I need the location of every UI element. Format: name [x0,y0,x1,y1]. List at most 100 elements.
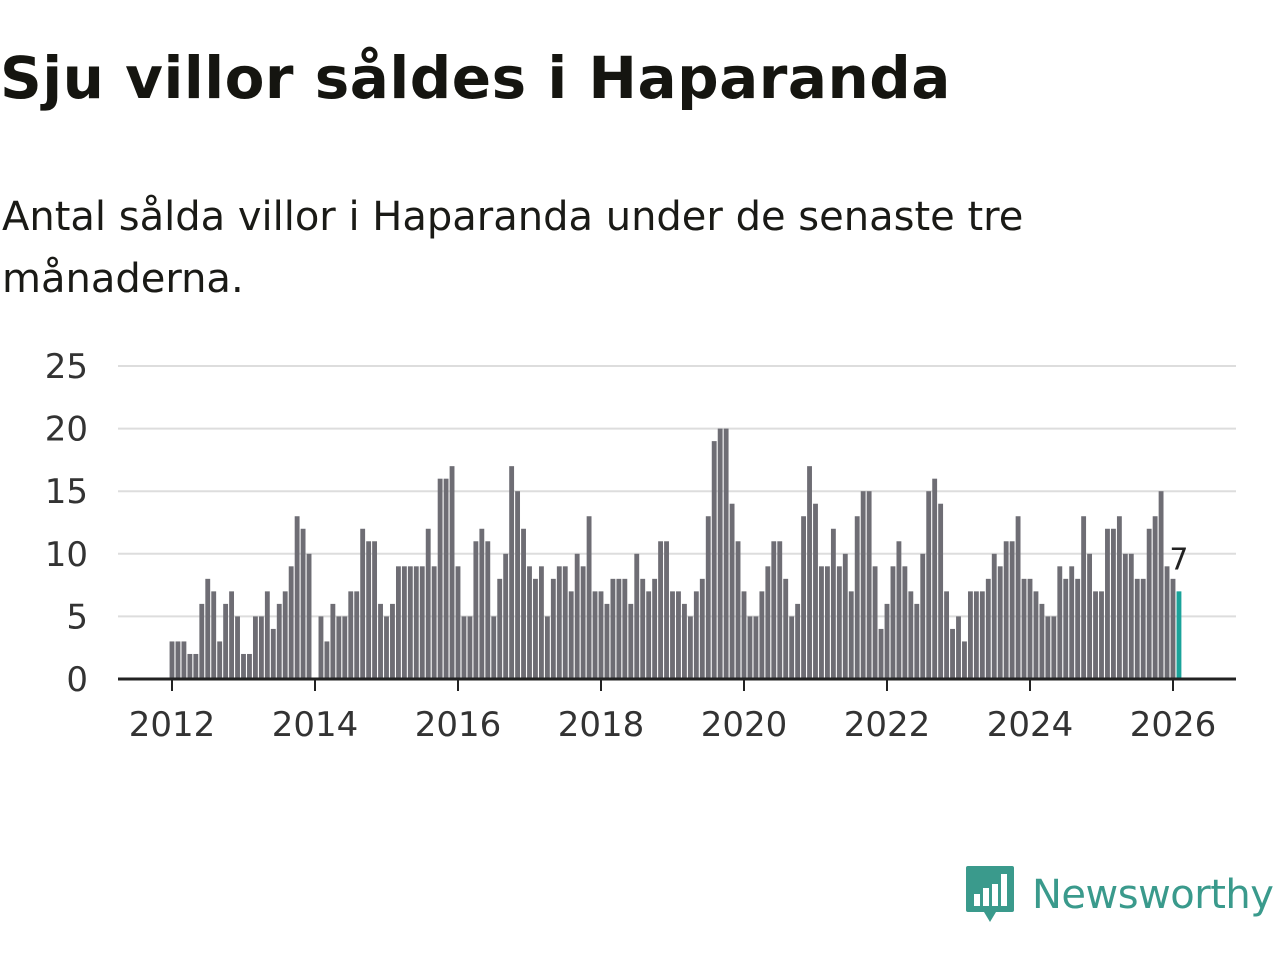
bar[interactable] [1063,578,1069,679]
bar[interactable] [950,628,955,679]
bar[interactable] [544,616,550,679]
bar[interactable] [819,566,824,679]
bar[interactable] [1081,516,1087,679]
bar[interactable] [1003,541,1009,679]
bar[interactable] [1140,578,1146,679]
bar[interactable] [932,478,938,679]
bar[interactable] [1087,553,1093,679]
bar[interactable] [878,628,884,679]
bar[interactable] [211,591,217,679]
bar[interactable] [533,578,538,679]
bar[interactable] [610,578,616,679]
bar[interactable] [848,591,854,679]
bar[interactable] [288,566,294,679]
bar[interactable] [723,428,729,679]
bar[interactable] [634,553,640,679]
bar[interactable] [604,603,610,679]
bar[interactable] [1146,528,1152,679]
bar[interactable] [652,578,658,679]
bar[interactable] [956,616,961,679]
bar[interactable] [872,566,878,679]
bar[interactable] [1105,528,1110,679]
bar[interactable] [1152,516,1158,679]
bar[interactable] [1027,578,1033,679]
bar[interactable] [884,603,890,679]
bar[interactable] [777,541,783,679]
bar[interactable] [324,641,330,679]
bar[interactable] [401,566,407,679]
bar[interactable] [908,591,914,679]
bar[interactable] [693,591,699,679]
bar[interactable] [699,578,705,679]
bar[interactable] [491,616,497,679]
bar[interactable] [1170,578,1176,679]
bar[interactable] [926,491,932,679]
bar[interactable] [550,578,556,679]
bar[interactable] [1093,591,1098,679]
bar[interactable] [443,478,449,679]
bar[interactable] [217,641,223,679]
bar[interactable] [318,616,324,679]
bar[interactable] [378,603,383,679]
bar[interactable] [413,566,419,679]
bar[interactable] [759,591,765,679]
bar[interactable] [461,616,467,679]
bar[interactable] [830,528,836,679]
bar[interactable] [229,591,235,679]
bar[interactable] [741,591,747,679]
bar[interactable] [449,466,455,679]
bar[interactable] [598,591,604,679]
bar[interactable] [342,616,348,679]
bar[interactable] [455,566,461,679]
bar[interactable] [896,541,902,679]
bar[interactable] [681,603,687,679]
bar[interactable] [646,591,652,679]
bar[interactable] [628,603,634,679]
bar[interactable] [914,603,920,679]
bar[interactable] [1021,578,1027,679]
bar[interactable] [854,516,860,679]
bar[interactable] [676,591,681,679]
bar[interactable] [765,566,771,679]
bar[interactable] [991,553,997,679]
newsworthy-logo[interactable]: Newsworthy [964,862,1274,928]
bar[interactable] [985,578,991,679]
bar[interactable] [336,616,342,679]
bar[interactable] [920,553,926,679]
bar[interactable] [1158,491,1164,679]
bar[interactable] [384,616,389,679]
bar[interactable] [1164,566,1170,679]
bar[interactable] [348,591,354,679]
bar[interactable] [842,553,848,679]
bar[interactable] [425,528,431,679]
bar[interactable] [664,541,669,679]
bar[interactable] [979,591,985,679]
bar[interactable] [1039,603,1045,679]
bar[interactable] [1009,541,1015,679]
bar[interactable] [670,591,675,679]
bar[interactable] [556,566,562,679]
bar[interactable] [705,516,711,679]
bar[interactable] [616,578,622,679]
bar[interactable] [753,616,759,679]
bar[interactable] [592,591,598,679]
bar[interactable] [187,653,193,679]
bar[interactable] [521,528,526,679]
bar[interactable] [193,653,199,679]
bar[interactable] [390,603,395,679]
bar[interactable] [1057,566,1063,679]
bar[interactable] [1116,516,1122,679]
bar[interactable] [717,428,723,679]
bar[interactable] [437,478,443,679]
bar[interactable] [562,566,568,679]
bar[interactable] [687,616,693,679]
bar[interactable] [1110,528,1116,679]
bar[interactable] [658,541,664,679]
bar[interactable] [824,566,830,679]
bar[interactable] [538,566,544,679]
bar[interactable] [366,541,372,679]
bar[interactable] [330,603,336,679]
bar[interactable] [241,653,246,679]
bar[interactable] [866,491,872,679]
bar[interactable] [258,616,264,679]
